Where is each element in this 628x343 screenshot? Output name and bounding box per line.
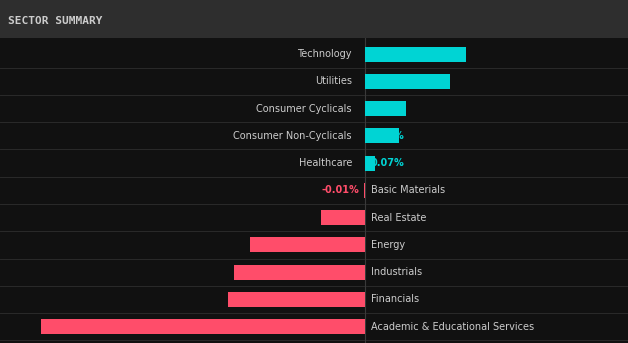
Text: -0.79%: -0.79% [322, 240, 359, 250]
Text: Industrials: Industrials [371, 267, 422, 277]
Text: 0.69%: 0.69% [371, 49, 404, 59]
Text: SECTOR SUMMARY: SECTOR SUMMARY [8, 16, 102, 26]
Text: -2.22%: -2.22% [322, 322, 359, 332]
Bar [365, 47, 466, 62]
Text: 0.58%: 0.58% [371, 76, 405, 86]
Text: 0.07%: 0.07% [371, 158, 404, 168]
Text: Technology: Technology [298, 49, 352, 59]
Text: -0.90%: -0.90% [322, 267, 359, 277]
Text: -0.01%: -0.01% [322, 185, 359, 196]
Bar [365, 156, 376, 170]
Text: 0.23%: 0.23% [371, 131, 404, 141]
Text: Basic Materials: Basic Materials [371, 185, 445, 196]
Bar [41, 319, 365, 334]
Text: Utilities: Utilities [315, 76, 352, 86]
Bar [250, 237, 365, 252]
Text: Real Estate: Real Estate [371, 213, 426, 223]
Bar [364, 183, 365, 198]
Text: -0.30%: -0.30% [322, 213, 359, 223]
Text: Consumer Non-Cyclicals: Consumer Non-Cyclicals [234, 131, 352, 141]
Bar [322, 210, 365, 225]
Bar [365, 101, 406, 116]
Text: Consumer Cyclicals: Consumer Cyclicals [256, 104, 352, 114]
Bar [228, 292, 365, 307]
Text: -0.94%: -0.94% [322, 294, 359, 304]
Text: Energy: Energy [371, 240, 405, 250]
Text: 0.28%: 0.28% [371, 104, 405, 114]
Bar [365, 74, 450, 89]
Text: Financials: Financials [371, 294, 419, 304]
Text: Academic & Educational Services: Academic & Educational Services [371, 322, 534, 332]
Bar [234, 265, 365, 280]
Bar [365, 128, 399, 143]
Text: Healthcare: Healthcare [298, 158, 352, 168]
